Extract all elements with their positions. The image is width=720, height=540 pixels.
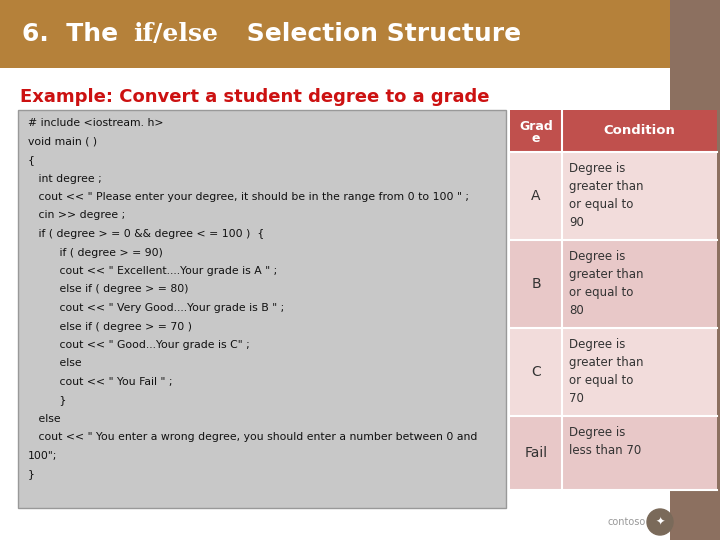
Text: A: A (531, 189, 541, 203)
Text: Degree is
greater than
or equal to
70: Degree is greater than or equal to 70 (569, 338, 644, 405)
Text: Degree is
greater than
or equal to
90: Degree is greater than or equal to 90 (569, 162, 644, 229)
Text: Example: Convert a student degree to a grade: Example: Convert a student degree to a g… (20, 88, 490, 106)
Text: Grad: Grad (519, 120, 553, 133)
Text: if ( degree > = 0 && degree < = 100 )  {: if ( degree > = 0 && degree < = 100 ) { (28, 229, 264, 239)
Text: cout << " You enter a wrong degree, you should enter a number between 0 and: cout << " You enter a wrong degree, you … (28, 433, 477, 442)
Text: cout << " You Fail " ;: cout << " You Fail " ; (28, 377, 173, 387)
Text: B: B (531, 277, 541, 291)
Bar (18, 110, 506, 508)
Text: else: else (28, 359, 81, 368)
Text: C: C (531, 365, 541, 379)
Bar (0, 0, 670, 68)
Text: Selection Structure: Selection Structure (238, 22, 521, 46)
Text: if ( degree > = 90): if ( degree > = 90) (28, 247, 163, 258)
Text: cout << " Excellent....Your grade is A " ;: cout << " Excellent....Your grade is A "… (28, 266, 277, 276)
Text: else if ( degree > = 80): else if ( degree > = 80) (28, 285, 189, 294)
Text: ✦: ✦ (655, 517, 665, 527)
Text: contoso: contoso (608, 517, 646, 527)
Text: if/else: if/else (133, 22, 218, 46)
Text: Degree is
greater than
or equal to
80: Degree is greater than or equal to 80 (569, 250, 644, 317)
Bar (0, 68, 670, 540)
Text: cout << " Please enter your degree, it should be in the range from 0 to 100 " ;: cout << " Please enter your degree, it s… (28, 192, 469, 202)
Text: int degree ;: int degree ; (28, 173, 102, 184)
Text: Fail: Fail (524, 446, 548, 460)
Bar (510, 152, 717, 240)
Bar (670, 0, 720, 540)
Bar (510, 328, 717, 416)
Bar (510, 240, 717, 328)
Text: cout << " Good...Your grade is C" ;: cout << " Good...Your grade is C" ; (28, 340, 250, 350)
Text: else if ( degree > = 70 ): else if ( degree > = 70 ) (28, 321, 192, 332)
Text: cin >> degree ;: cin >> degree ; (28, 211, 125, 220)
Text: }: } (28, 469, 35, 480)
Text: Degree is
less than 70: Degree is less than 70 (569, 426, 642, 457)
Text: {: { (28, 155, 35, 165)
Text: else: else (28, 414, 60, 424)
Bar (510, 110, 717, 152)
Circle shape (647, 509, 673, 535)
Text: cout << " Very Good....Your grade is B " ;: cout << " Very Good....Your grade is B "… (28, 303, 284, 313)
Text: e: e (532, 132, 540, 145)
Text: }: } (28, 395, 66, 406)
Text: 100";: 100"; (28, 451, 58, 461)
Text: void main ( ): void main ( ) (28, 137, 97, 146)
Text: # include <iostream. h>: # include <iostream. h> (28, 118, 163, 128)
Text: 6.  The: 6. The (22, 22, 127, 46)
Bar (510, 416, 717, 490)
Text: Condition: Condition (603, 125, 675, 138)
